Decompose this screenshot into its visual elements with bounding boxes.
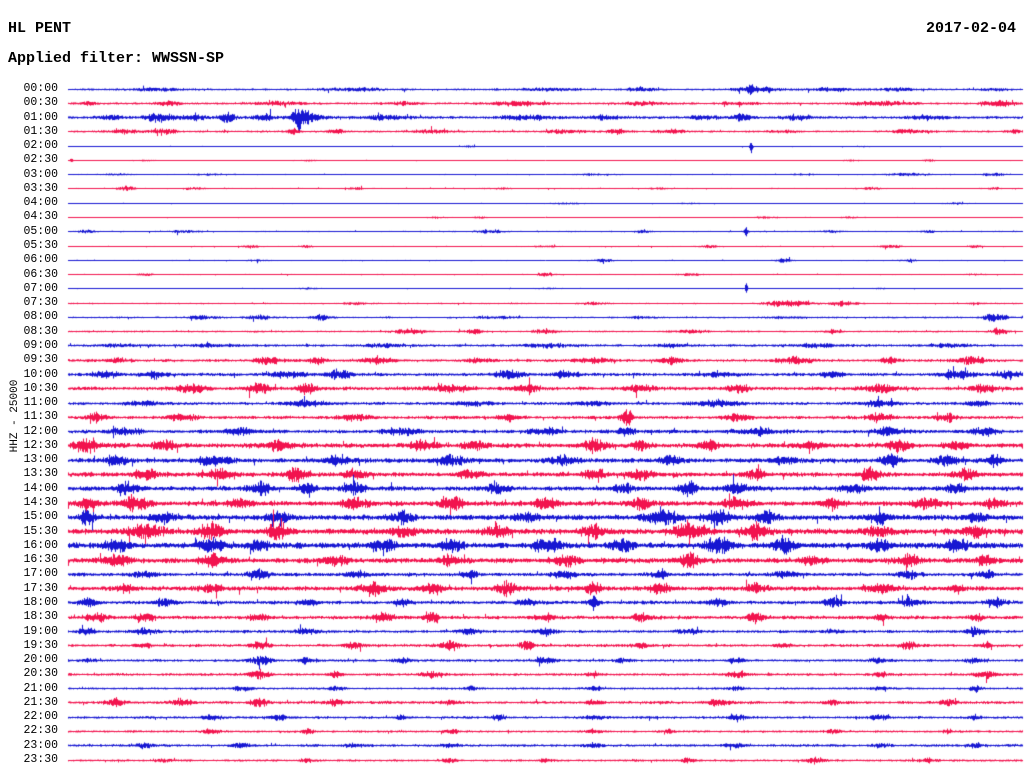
time-label-1430: 14:30 [23, 496, 58, 510]
time-label-2000: 20:00 [23, 653, 58, 667]
time-label-0300: 03:00 [23, 167, 58, 181]
time-label-1200: 12:00 [23, 424, 58, 438]
filter-label: Applied filter: WWSSN-SP [8, 50, 225, 67]
time-label-1530: 15:30 [23, 524, 58, 538]
time-label-1030: 10:30 [23, 381, 58, 395]
time-label-2330: 23:30 [23, 753, 58, 767]
time-label-0100: 01:00 [23, 110, 58, 124]
time-label-1400: 14:00 [23, 481, 58, 495]
time-label-1630: 16:30 [23, 553, 58, 567]
time-label-2100: 21:00 [23, 681, 58, 695]
station-label: HL PENT [8, 20, 72, 37]
time-label-1000: 10:00 [23, 367, 58, 381]
time-label-1600: 16:00 [23, 538, 58, 552]
time-label-1930: 19:30 [23, 638, 58, 652]
time-label-1730: 17:30 [23, 581, 58, 595]
time-label-0600: 06:00 [23, 253, 58, 267]
time-label-0530: 05:30 [23, 239, 58, 253]
time-label-0730: 07:30 [23, 296, 58, 310]
time-label-0230: 02:30 [23, 153, 58, 167]
time-label-1800: 18:00 [23, 595, 58, 609]
time-label-0500: 05:00 [23, 224, 58, 238]
time-label-0830: 08:30 [23, 324, 58, 338]
time-label-0130: 01:30 [23, 124, 58, 138]
time-label-1900: 19:00 [23, 624, 58, 638]
time-label-2130: 21:30 [23, 695, 58, 709]
time-label-1500: 15:00 [23, 510, 58, 524]
time-label-0030: 00:30 [23, 96, 58, 110]
time-label-2230: 22:30 [23, 724, 58, 738]
time-label-0430: 04:30 [23, 210, 58, 224]
time-label-2200: 22:00 [23, 710, 58, 724]
time-label-1100: 11:00 [23, 396, 58, 410]
time-label-0630: 06:30 [23, 267, 58, 281]
time-label-1330: 13:30 [23, 467, 58, 481]
time-label-0800: 08:00 [23, 310, 58, 324]
time-label-0330: 03:30 [23, 181, 58, 195]
time-label-0930: 09:30 [23, 353, 58, 367]
time-label-1830: 18:30 [23, 610, 58, 624]
time-label-1700: 17:00 [23, 567, 58, 581]
time-label-2030: 20:30 [23, 667, 58, 681]
time-label-0000: 00:00 [23, 82, 58, 95]
time-label-1230: 12:30 [23, 438, 58, 452]
time-label-2300: 23:00 [23, 738, 58, 752]
time-label-0900: 09:00 [23, 338, 58, 352]
time-label-1130: 11:30 [23, 410, 58, 424]
time-label-0400: 04:00 [23, 196, 58, 210]
time-label-0200: 02:00 [23, 139, 58, 153]
date-label: 2017-02-04 [925, 20, 1016, 37]
time-label-0700: 07:00 [23, 281, 58, 295]
time-label-1300: 13:00 [23, 453, 58, 467]
